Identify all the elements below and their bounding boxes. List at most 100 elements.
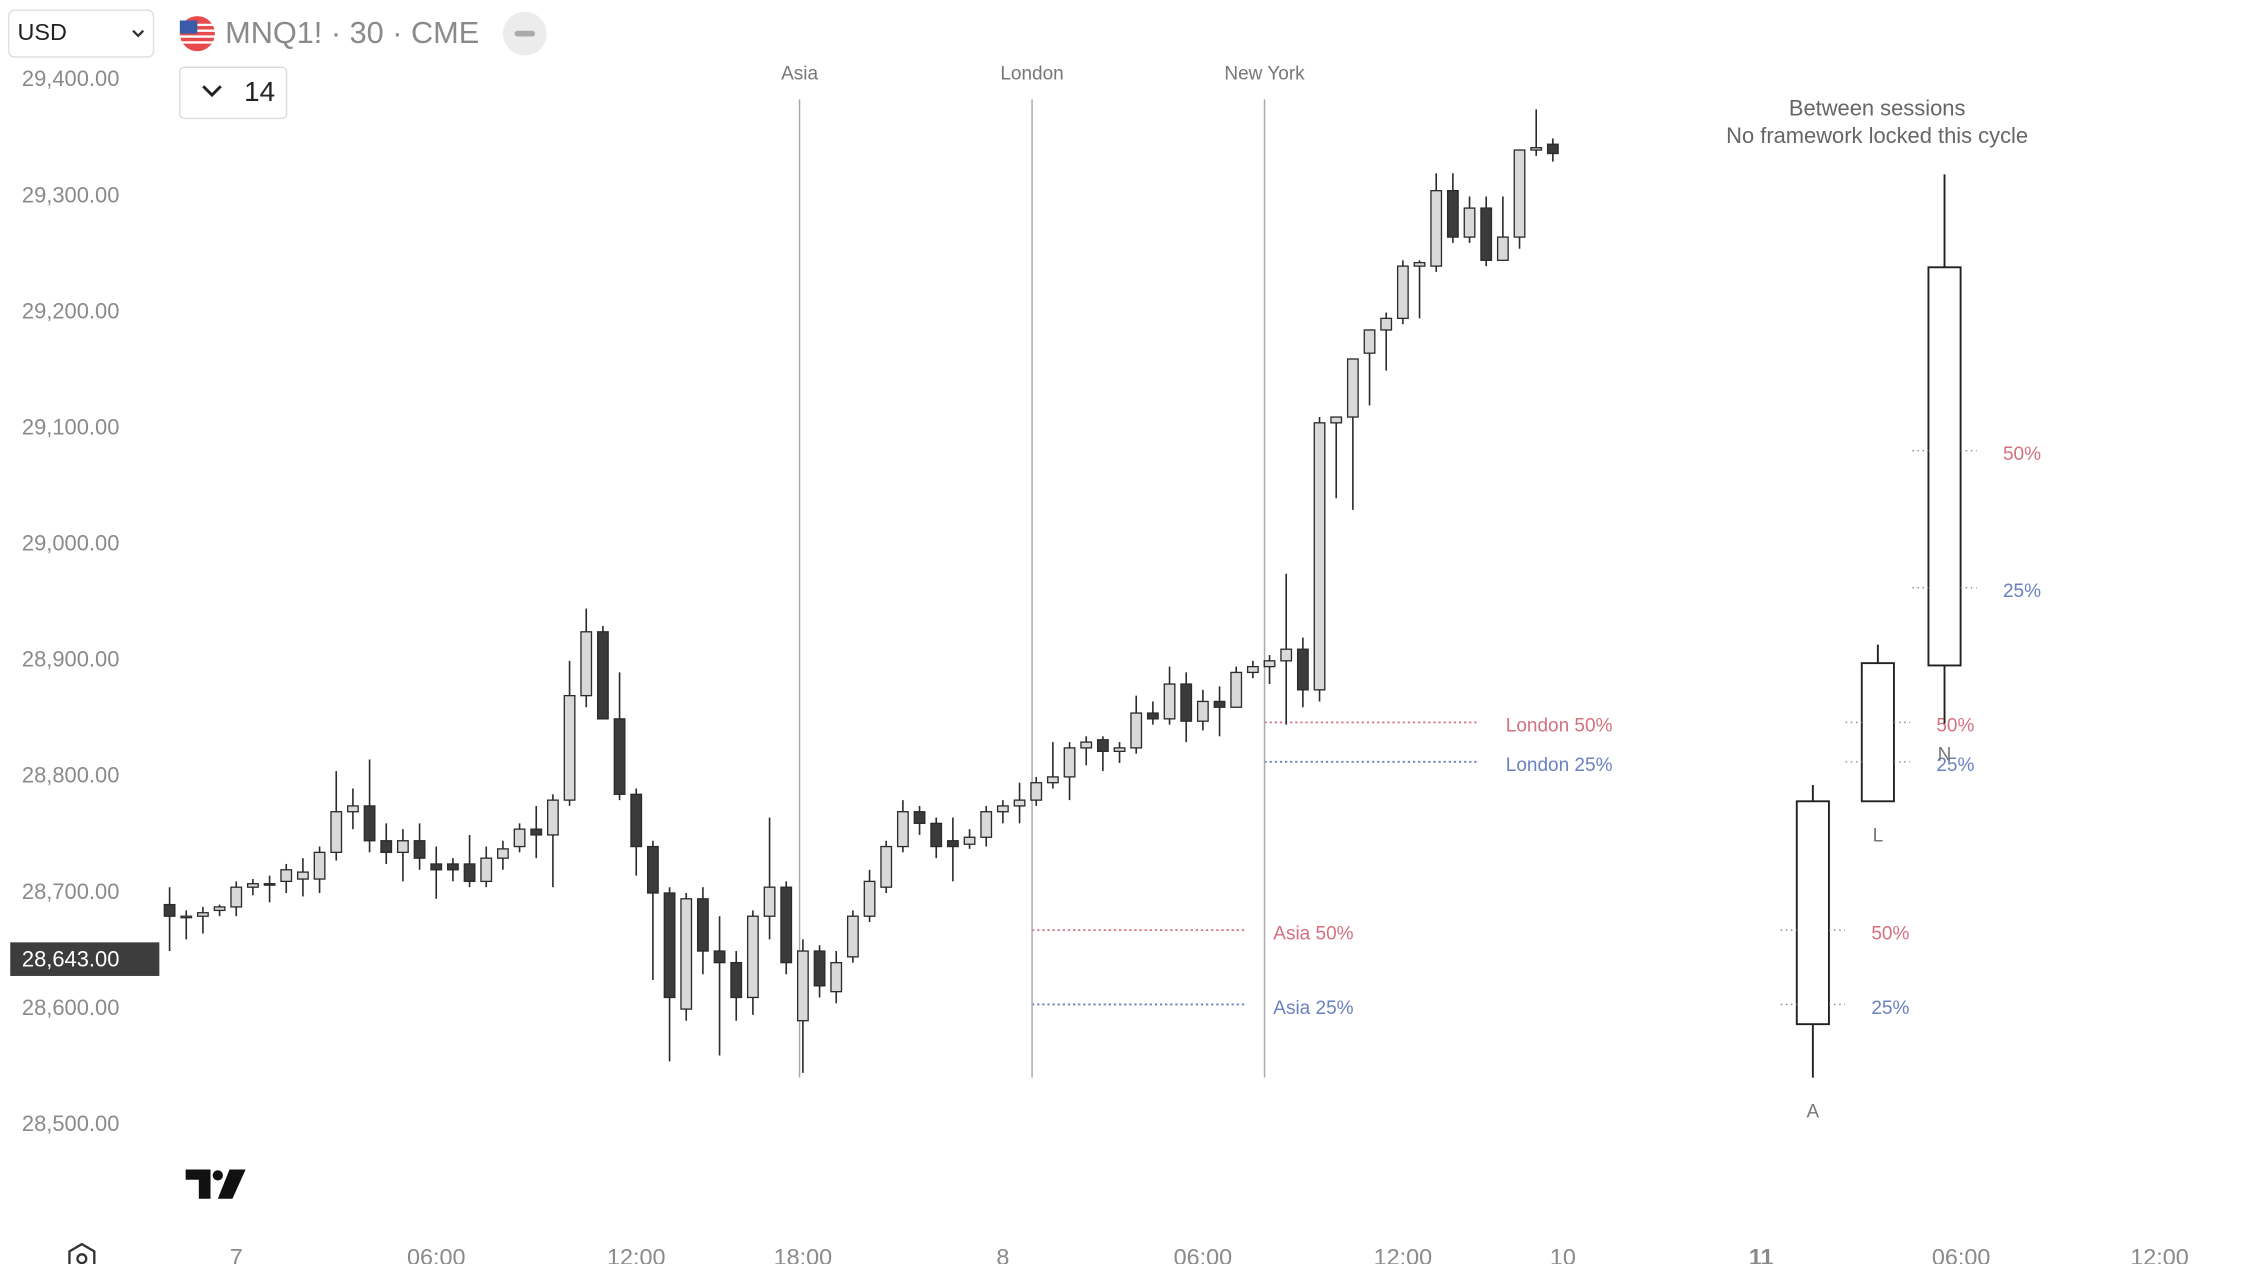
candle-body [430, 863, 443, 871]
candle-body [1263, 660, 1276, 668]
candle-body [1496, 236, 1509, 261]
candle-body [696, 898, 709, 952]
candle-body [1030, 782, 1043, 801]
count-input[interactable] [179, 66, 288, 120]
candle-body [213, 906, 226, 912]
candle-body [646, 845, 659, 894]
candle-body [246, 883, 259, 888]
box-level-label: 50% [1871, 924, 1909, 945]
x-tick-label: 7 [230, 1244, 243, 1264]
settings-icon[interactable] [68, 1242, 96, 1264]
candle-body [846, 915, 859, 958]
y-tick-label: 29,100.00 [22, 414, 119, 439]
candle-body [796, 950, 809, 1022]
candle-body [863, 880, 876, 917]
candle-body [446, 863, 459, 871]
y-tick-label: 29,200.00 [22, 298, 119, 323]
note-title: Between sessions [1789, 95, 1966, 120]
candle-body [480, 857, 493, 883]
dropdown-arrow [132, 29, 145, 38]
note-text: No framework locked this cycle [1726, 123, 2028, 148]
symbol: MNQ1! · 30 · CME [225, 15, 479, 50]
candle-body [1213, 700, 1226, 708]
box-body [1795, 800, 1830, 1026]
candle-body [763, 886, 776, 917]
candle-body [513, 828, 526, 848]
x-tick-label: 11 [1749, 1244, 1774, 1264]
candle-body [980, 811, 993, 838]
candle-body [913, 811, 926, 824]
candle-body [330, 811, 343, 854]
candle-body [930, 822, 943, 848]
candle-body [1013, 799, 1026, 807]
x-tick-label: 10 [1550, 1244, 1576, 1264]
x-tick-label: 12:00 [607, 1244, 666, 1264]
candle-body [1346, 358, 1359, 418]
candle-body [1096, 739, 1109, 753]
count: 14 [244, 76, 275, 107]
x-tick-label: 06:00 [1932, 1244, 1991, 1264]
box-label: A [1807, 1102, 1820, 1123]
candle-body [163, 903, 176, 917]
candle-body [380, 840, 393, 854]
candle-body [730, 961, 743, 999]
box-body [1860, 662, 1895, 803]
candle-body [1396, 265, 1409, 320]
candle-body [180, 915, 193, 919]
candle-body [1330, 416, 1343, 424]
candle-body [630, 793, 643, 848]
candle-body [463, 863, 476, 883]
candle-body [230, 886, 243, 908]
candle-body [613, 718, 626, 795]
candle-body [996, 805, 1009, 813]
y-tick-label: 28,900.00 [22, 647, 119, 672]
y-tick-label: 28,800.00 [22, 763, 119, 788]
candle-body [746, 915, 759, 999]
candle-body [1380, 317, 1393, 331]
box-level-label: 25% [2003, 581, 2041, 602]
candle-body [1296, 648, 1309, 691]
candle-body [1530, 147, 1543, 151]
box-level-label: 25% [1936, 755, 1974, 776]
candle-body [830, 961, 843, 993]
y-tick-label: 28,700.00 [22, 879, 119, 904]
candle-body [1180, 683, 1193, 722]
last-price-label: 28,643.00 [22, 946, 119, 971]
candles [163, 109, 1559, 1073]
candle-body [1146, 712, 1159, 720]
candle-body [1513, 149, 1526, 238]
candle-body [1063, 747, 1076, 778]
last-price-box [10, 942, 160, 976]
candle-body [1363, 329, 1376, 354]
candle-body [1446, 190, 1459, 238]
candle-body [946, 840, 959, 848]
candle-body [1196, 700, 1209, 722]
candle-body [663, 892, 676, 999]
box-level-label: 50% [2003, 444, 2041, 465]
candle-body [530, 828, 543, 836]
collapse-icon [514, 30, 536, 37]
y-tick-label: 29,000.00 [22, 531, 119, 556]
flag-icon [179, 16, 215, 52]
candle-body [596, 631, 609, 720]
candle-body [346, 805, 359, 813]
candle-body [813, 950, 826, 987]
x-tick-label: 06:00 [407, 1244, 466, 1264]
candle-body [263, 883, 276, 886]
candle-body [1163, 683, 1176, 720]
currency-select[interactable] [8, 9, 155, 58]
candle-body [1463, 207, 1476, 238]
x-tick-label: 12:00 [2130, 1244, 2189, 1264]
candle-body [1046, 776, 1059, 784]
level-label: London 25% [1506, 755, 1613, 776]
candle-body [680, 898, 693, 1010]
x-tick-label: 8 [996, 1244, 1009, 1264]
candle-body [1080, 741, 1093, 749]
count-arrow [202, 85, 222, 98]
level-label: London 50% [1506, 716, 1613, 737]
candle-body [780, 886, 793, 964]
candle-body [880, 845, 893, 888]
x-tick-label: 18:00 [774, 1244, 833, 1264]
